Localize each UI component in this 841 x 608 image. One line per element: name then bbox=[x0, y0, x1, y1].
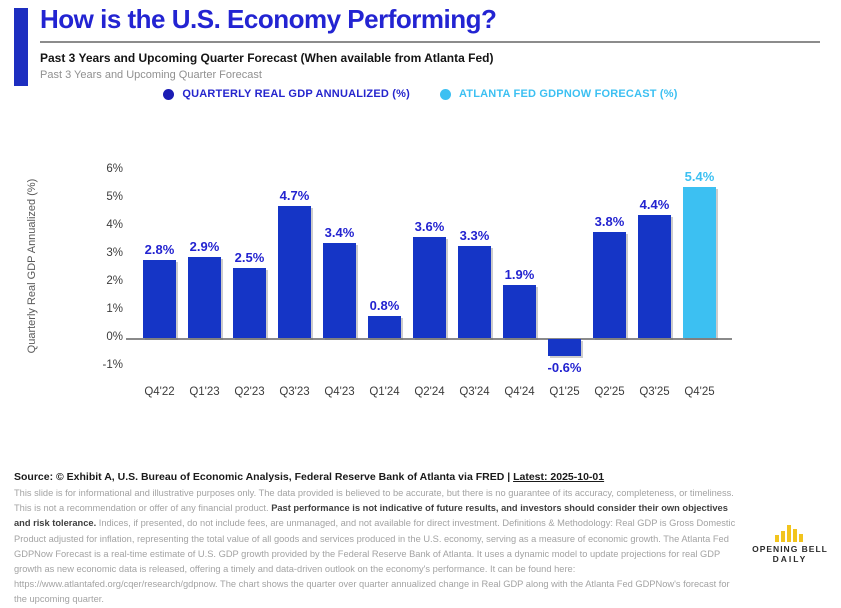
gdp-bar bbox=[188, 256, 221, 338]
page-title: How is the U.S. Economy Performing? bbox=[40, 4, 497, 34]
disclaimer-text-bold: Past performance is not indicative of fu… bbox=[14, 503, 728, 529]
disclaimer-text-1: This slide is for informational and illu… bbox=[14, 488, 734, 514]
bar-value-label: 2.9% bbox=[189, 238, 220, 254]
y-tick-label: 3% bbox=[106, 247, 123, 259]
x-tick-label: Q2'25 bbox=[594, 386, 625, 398]
x-tick-label: Q4'23 bbox=[324, 386, 355, 398]
plot-area: 6% 5% 4% 3% 2% 1% 0% -1% 2.8% Q4'22 2.9% Q1'23 2.5% Q… bbox=[0, 150, 841, 430]
legend-label-gdp: QUARTERLY REAL GDP ANNUALIZED (%) bbox=[182, 88, 410, 100]
y-tick-label: 2% bbox=[106, 275, 123, 287]
forecast-bar bbox=[683, 186, 716, 338]
x-tick-label: Q2'23 bbox=[234, 386, 265, 398]
gdp-bar bbox=[503, 284, 536, 338]
gdp-bar bbox=[458, 245, 491, 338]
gdp-bar bbox=[638, 214, 671, 338]
x-tick-label: Q4'25 bbox=[684, 386, 715, 398]
legend-item-gdp: QUARTERLY REAL GDP ANNUALIZED (%) bbox=[163, 88, 410, 100]
source-latest-link[interactable]: Latest: 2025-10-01 bbox=[513, 471, 605, 483]
gdp-bar bbox=[323, 242, 356, 338]
y-tick-label: 6% bbox=[106, 163, 123, 175]
x-tick-label: Q3'24 bbox=[459, 386, 490, 398]
x-tick-label: Q3'23 bbox=[279, 386, 310, 398]
gdp-bar bbox=[593, 231, 626, 338]
source-line: Source: © Exhibit A, U.S. Bureau of Econ… bbox=[14, 471, 604, 483]
y-tick-label: -1% bbox=[102, 359, 123, 371]
x-tick-label: Q1'24 bbox=[369, 386, 400, 398]
bar-value-label: 2.8% bbox=[144, 241, 175, 257]
bar-value-label: 0.8% bbox=[369, 297, 400, 313]
gdp-bar bbox=[278, 206, 311, 338]
bar-value-label: 4.4% bbox=[639, 196, 670, 212]
subtitle-gray: Past 3 Years and Upcoming Quarter Foreca… bbox=[40, 69, 262, 81]
source-text: Source: © Exhibit A, U.S. Bureau of Econ… bbox=[14, 471, 514, 483]
legend-label-forecast: ATLANTA FED GDPNOW FORECAST (%) bbox=[458, 88, 678, 100]
bar-value-label: 1.9% bbox=[504, 266, 535, 282]
bar-value-label: 3.4% bbox=[324, 224, 355, 240]
bar-value-label: 4.7% bbox=[279, 188, 310, 204]
subtitle-bold: Past 3 Years and Upcoming Quarter Foreca… bbox=[40, 51, 494, 65]
bar-value-label: 3.3% bbox=[459, 227, 490, 243]
opening-bell-daily-logo: OPENING BELL DAILY bbox=[744, 522, 836, 564]
legend-dot-gdp-icon bbox=[163, 88, 175, 100]
y-tick-label: 0% bbox=[106, 331, 123, 343]
logo-bars-icon bbox=[775, 525, 803, 542]
gdp-bar bbox=[233, 268, 266, 338]
x-tick-label: Q1'23 bbox=[189, 386, 220, 398]
bar-value-label: 3.6% bbox=[414, 219, 445, 235]
gdp-bar bbox=[143, 259, 176, 338]
gdp-bar-chart: Quarterly Real GDP Annualized (%) 6% 5% 4%… bbox=[0, 150, 841, 430]
chart-legend: QUARTERLY REAL GDP ANNUALIZED (%) ATLANT… bbox=[0, 88, 841, 100]
disclaimer: This slide is for informational and illu… bbox=[14, 486, 742, 608]
x-tick-label: Q4'24 bbox=[504, 386, 535, 398]
x-tick-label: Q4'22 bbox=[144, 386, 175, 398]
y-tick-label: 5% bbox=[106, 191, 123, 203]
gdp-bar bbox=[548, 339, 581, 356]
disclaimer-text-2: Indices, if presented, do not include fe… bbox=[14, 518, 736, 605]
bar-value-label: -0.6% bbox=[547, 359, 582, 375]
title-accent-bar bbox=[14, 8, 28, 86]
logo-text-line2: DAILY bbox=[772, 554, 808, 564]
y-tick-label: 1% bbox=[106, 303, 123, 315]
legend-item-forecast: ATLANTA FED GDPNOW FORECAST (%) bbox=[439, 88, 678, 100]
x-tick-label: Q3'25 bbox=[639, 386, 670, 398]
bar-value-label: 5.4% bbox=[684, 168, 715, 184]
bar-value-label: 2.5% bbox=[234, 250, 265, 265]
title-divider bbox=[40, 41, 820, 43]
gdp-bar bbox=[413, 237, 446, 338]
y-tick-label: 4% bbox=[106, 219, 123, 231]
logo-text-line1: OPENING BELL bbox=[752, 544, 828, 554]
x-tick-label: Q1'25 bbox=[549, 386, 580, 398]
bar-value-label: 3.8% bbox=[594, 213, 625, 229]
x-tick-label: Q2'24 bbox=[414, 386, 445, 398]
x-axis-baseline bbox=[126, 338, 732, 340]
gdp-bar bbox=[368, 315, 401, 338]
legend-dot-forecast-icon bbox=[439, 88, 451, 100]
